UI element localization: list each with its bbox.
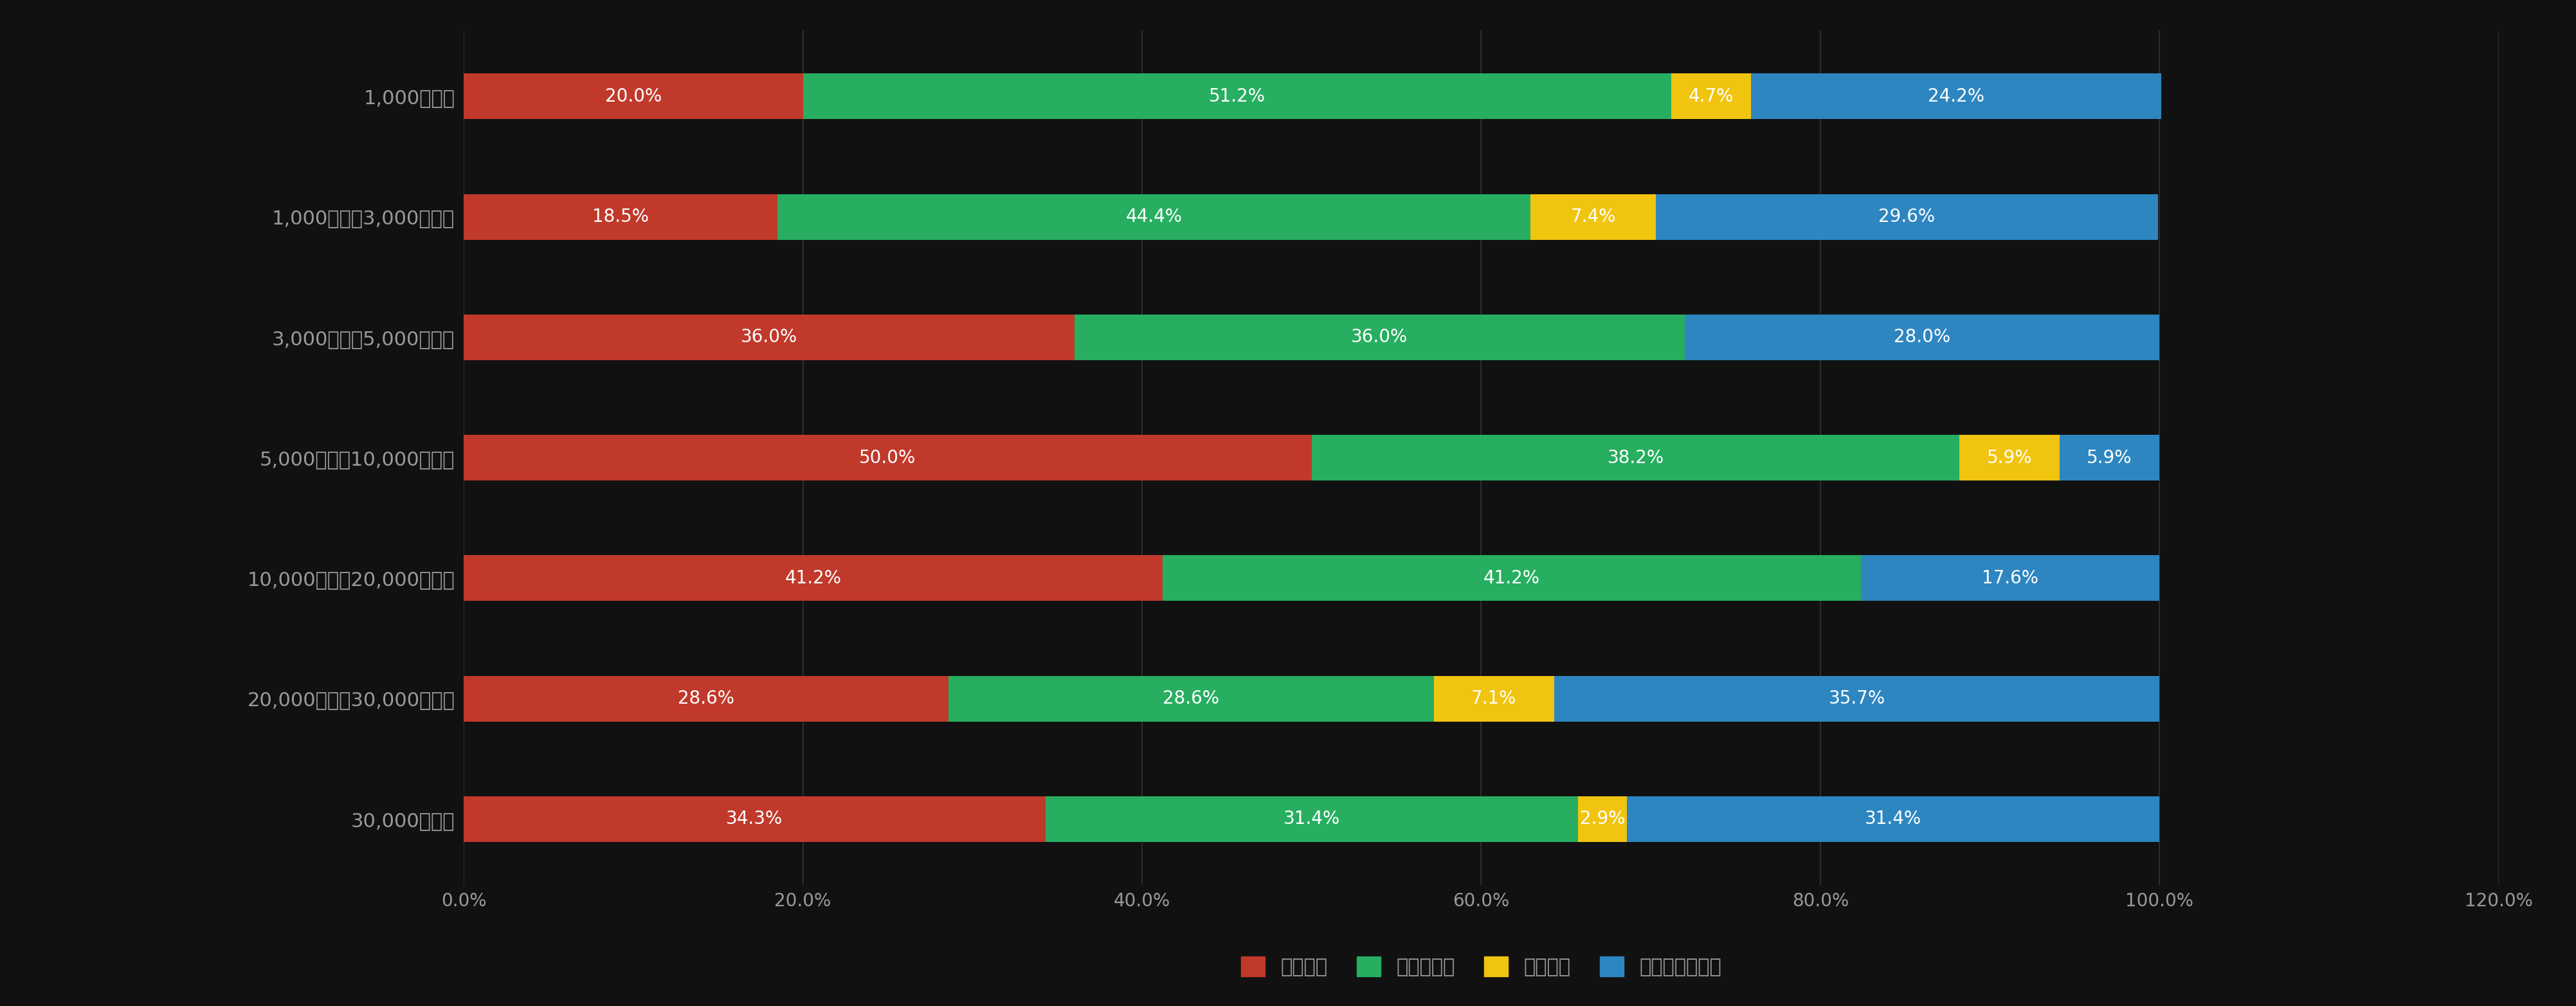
Bar bbox=[1752, 73, 2161, 120]
Bar bbox=[1628, 796, 2159, 842]
Text: 35.7%: 35.7% bbox=[1829, 689, 1886, 707]
Text: 5.9%: 5.9% bbox=[2087, 449, 2133, 467]
Bar bbox=[464, 435, 1311, 481]
Legend: 増加予定, 変わらない, 減少予定, 全くわからない: 増加予定, 変わらない, 減少予定, 全くわからない bbox=[1231, 947, 1731, 987]
Bar bbox=[1656, 194, 2159, 239]
Text: 31.4%: 31.4% bbox=[1865, 810, 1922, 828]
Text: 2.9%: 2.9% bbox=[1579, 810, 1625, 828]
Bar bbox=[464, 796, 1046, 842]
Bar bbox=[1311, 435, 1960, 481]
Text: 18.5%: 18.5% bbox=[592, 208, 649, 226]
Text: 41.2%: 41.2% bbox=[786, 569, 842, 588]
Text: 29.6%: 29.6% bbox=[1878, 208, 1935, 226]
Text: 41.2%: 41.2% bbox=[1484, 569, 1540, 588]
Text: 50.0%: 50.0% bbox=[860, 449, 917, 467]
Text: 36.0%: 36.0% bbox=[1350, 328, 1409, 346]
Bar bbox=[2058, 435, 2159, 481]
Text: 28.6%: 28.6% bbox=[677, 689, 734, 707]
Bar bbox=[1860, 555, 2159, 601]
Bar bbox=[1530, 194, 1656, 239]
Bar bbox=[1046, 796, 1579, 842]
Bar bbox=[1074, 315, 1685, 360]
Bar bbox=[1162, 555, 1860, 601]
Bar bbox=[464, 676, 948, 721]
Bar bbox=[1960, 435, 2058, 481]
Bar bbox=[464, 315, 1074, 360]
Bar bbox=[1435, 676, 1553, 721]
Bar bbox=[464, 555, 1162, 601]
Bar bbox=[464, 73, 804, 120]
Text: 28.6%: 28.6% bbox=[1162, 689, 1218, 707]
Bar bbox=[948, 676, 1435, 721]
Text: 38.2%: 38.2% bbox=[1607, 449, 1664, 467]
Text: 24.2%: 24.2% bbox=[1927, 88, 1984, 106]
Text: 20.0%: 20.0% bbox=[605, 88, 662, 106]
Text: 28.0%: 28.0% bbox=[1893, 328, 1950, 346]
Bar bbox=[1672, 73, 1752, 120]
Bar bbox=[1553, 676, 2159, 721]
Text: 34.3%: 34.3% bbox=[726, 810, 783, 828]
Text: 31.4%: 31.4% bbox=[1283, 810, 1340, 828]
Text: 5.9%: 5.9% bbox=[1986, 449, 2032, 467]
Bar bbox=[804, 73, 1672, 120]
Text: 44.4%: 44.4% bbox=[1126, 208, 1182, 226]
Text: 36.0%: 36.0% bbox=[739, 328, 799, 346]
Text: 7.1%: 7.1% bbox=[1471, 689, 1517, 707]
Bar bbox=[1685, 315, 2159, 360]
Bar bbox=[778, 194, 1530, 239]
Bar bbox=[1579, 796, 1628, 842]
Bar bbox=[464, 194, 778, 239]
Text: 7.4%: 7.4% bbox=[1571, 208, 1615, 226]
Text: 51.2%: 51.2% bbox=[1208, 88, 1265, 106]
Text: 4.7%: 4.7% bbox=[1687, 88, 1734, 106]
Text: 17.6%: 17.6% bbox=[1981, 569, 2038, 588]
